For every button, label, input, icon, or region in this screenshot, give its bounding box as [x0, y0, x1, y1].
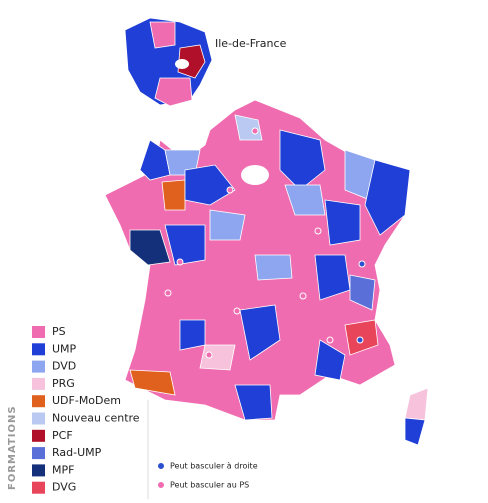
region: [404, 417, 426, 446]
region: [161, 179, 186, 211]
region: [164, 224, 206, 266]
marker-legend: Peut basculer à droite Peut basculer au P…: [157, 462, 258, 490]
swing-dot: [226, 186, 234, 194]
region: [349, 274, 376, 311]
legend-swatch: [32, 447, 45, 460]
region: [404, 387, 429, 421]
region: [129, 369, 176, 396]
marker-label: Peut basculer au PS: [170, 481, 249, 490]
region: [129, 229, 171, 266]
swing-dot: [314, 227, 322, 235]
region: [199, 344, 236, 371]
legend-label: UMP: [52, 342, 77, 355]
marker-label: Peut basculer à droite: [170, 462, 258, 471]
region: [279, 129, 326, 191]
region: [234, 384, 273, 421]
swing-dot: [233, 307, 241, 315]
region: [149, 21, 176, 49]
legend-label: MPF: [52, 463, 74, 476]
region: [179, 319, 206, 351]
legend-swatch: [32, 326, 45, 338]
legend-swatch: [32, 343, 45, 356]
marker-swatch: [157, 481, 165, 489]
swing-dot: [356, 336, 364, 344]
paris-area: [241, 165, 269, 185]
region: [139, 139, 171, 181]
region: [209, 209, 246, 241]
region: [239, 304, 281, 361]
swing-dot: [164, 289, 172, 297]
legend-swatch: [32, 412, 45, 425]
swing-dot: [299, 292, 307, 300]
region: [364, 159, 411, 236]
legend-swatch: [32, 429, 45, 442]
legend-swatch: [32, 481, 45, 494]
legend-swatch: [32, 464, 45, 477]
legend-label: UDF-MoDem: [52, 394, 121, 407]
legend-swatch: [32, 360, 45, 373]
legend-label: Nouveau centre: [52, 412, 140, 425]
legend-label: DVD: [52, 360, 76, 373]
legend-label: PRG: [52, 377, 75, 390]
paris: [175, 59, 189, 69]
region: [284, 184, 326, 216]
region: [324, 199, 361, 246]
legend-title: FORMATIONS: [7, 405, 18, 490]
swing-dot: [176, 258, 184, 266]
region: [154, 77, 193, 107]
inset-label: Ile-de-France: [215, 37, 287, 50]
swing-markers: [164, 127, 366, 359]
inset-map: [124, 17, 213, 107]
legend-label: Rad-UMP: [52, 446, 102, 459]
marker-swatch: [157, 462, 165, 470]
legend-label: DVG: [52, 481, 76, 494]
swing-dot: [326, 336, 334, 344]
legend-swatch: [32, 395, 45, 408]
france-map: [104, 99, 411, 421]
legend-label: PS: [52, 325, 66, 338]
region: [184, 164, 236, 206]
legend-label: PCF: [52, 429, 73, 442]
swing-dot: [358, 260, 366, 268]
region: [314, 339, 346, 381]
legend-swatch: [32, 377, 45, 390]
swing-dot: [251, 127, 259, 135]
swing-dot: [205, 351, 213, 359]
region: [254, 254, 293, 281]
legend: PS UMP DVD PRG UDF-MoDem Nouveau centre PCF Rad…: [32, 325, 140, 494]
